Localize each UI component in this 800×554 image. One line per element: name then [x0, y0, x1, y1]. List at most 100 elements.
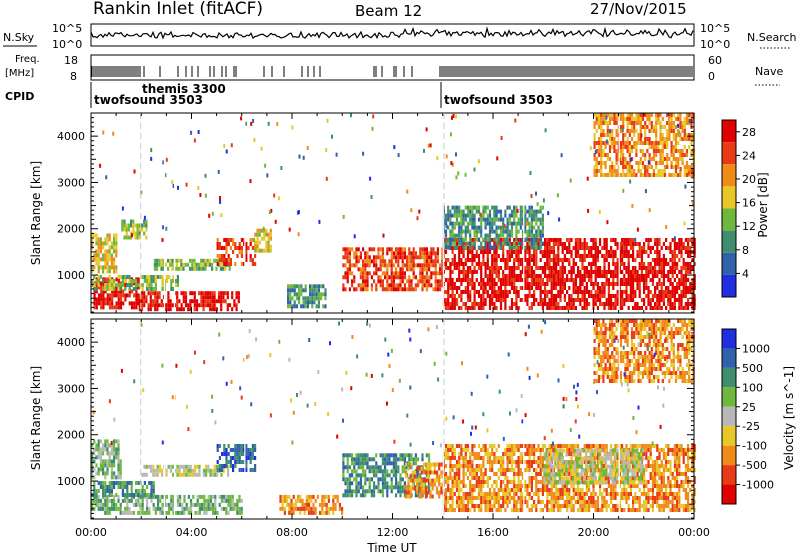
heatmap-cell [682, 242, 685, 246]
heatmap-cell [420, 466, 423, 471]
heatmap-cell [104, 249, 107, 254]
heatmap-cell [146, 283, 149, 287]
heatmap-cell [510, 242, 514, 246]
heatmap-cell [117, 467, 120, 472]
heatmap-cell [661, 137, 664, 141]
heatmap-cell [488, 209, 492, 214]
heatmap-cell [453, 225, 456, 230]
heatmap-cell [403, 461, 406, 466]
heatmap-cell [449, 302, 452, 306]
heatmap-cell [666, 129, 669, 133]
heatmap-cell [624, 173, 627, 177]
heatmap-cell [121, 219, 124, 224]
heatmap-cell [123, 227, 126, 232]
heatmap-cell [568, 286, 571, 290]
heatmap-cell [258, 248, 261, 253]
heatmap-cell [298, 154, 301, 159]
heatmap-cell [651, 278, 654, 282]
heatmap-cell [152, 468, 155, 473]
heatmap-cell [113, 443, 116, 448]
heatmap-cell [634, 278, 637, 282]
heatmap-cell [425, 283, 428, 288]
heatmap-cell [592, 246, 595, 250]
heatmap-cell [245, 246, 248, 250]
heatmap-cell [245, 460, 248, 464]
heatmap-cell [422, 470, 425, 475]
heatmap-cell [104, 257, 107, 262]
heatmap-cell [539, 221, 542, 226]
heatmap-cell [674, 165, 678, 169]
heatmap-cell [130, 223, 133, 228]
heatmap-cell [471, 238, 474, 242]
heatmap-cell [659, 161, 662, 165]
heatmap-cell [665, 290, 668, 294]
heatmap-cell [550, 294, 553, 298]
heatmap-cell [421, 271, 424, 276]
heatmap-cell [121, 489, 124, 493]
heatmap-cell [608, 137, 612, 141]
heatmap-cell [535, 298, 538, 302]
heatmap-cell [528, 225, 531, 230]
heatmap-cell [362, 493, 365, 498]
heatmap-cell [91, 241, 94, 246]
heatmap-cell [684, 246, 687, 250]
heatmap-cell [528, 209, 531, 214]
heatmap-cell [132, 279, 135, 283]
y-tick-label: 4000 [57, 130, 85, 143]
heatmap-cell [561, 290, 564, 294]
heatmap-cell [495, 266, 498, 270]
heatmap-cell [181, 502, 184, 507]
heatmap-cell [643, 262, 646, 266]
heatmap-cell [106, 253, 109, 258]
heatmap-cell [656, 306, 659, 310]
heatmap-cell [650, 129, 653, 133]
heatmap-cell [530, 237, 533, 242]
heatmap-cell [115, 455, 118, 460]
heatmap-cell [482, 278, 485, 282]
heatmap-cell [486, 262, 489, 266]
heatmap-cell [100, 297, 103, 302]
heatmap-cell [184, 291, 188, 296]
heatmap-cell [302, 155, 305, 160]
heatmap-cell [657, 149, 660, 153]
heatmap-cell [672, 173, 675, 177]
heatmap-cell [115, 245, 118, 250]
heatmap-cell [656, 286, 659, 290]
heatmap-cell [113, 498, 116, 503]
heatmap-cell [113, 233, 116, 238]
heatmap-cell [685, 137, 689, 141]
heatmap-cell [482, 282, 485, 286]
heatmap-cell [135, 481, 138, 485]
heatmap-cell [436, 271, 439, 276]
heatmap-cell [401, 287, 404, 292]
heatmap-cell [390, 267, 393, 272]
heatmap-cell [399, 267, 402, 272]
heatmap-cell [693, 294, 696, 298]
heatmap-cell [366, 255, 369, 260]
heatmap-cell [533, 274, 536, 278]
heatmap-cell [97, 269, 100, 274]
heatmap-cell [108, 506, 111, 511]
heatmap-cell [293, 304, 296, 309]
heatmap-cell [670, 165, 673, 169]
heatmap-cell [447, 241, 450, 246]
heatmap-cell [477, 209, 481, 214]
heatmap-cell [386, 493, 389, 498]
heatmap-cell [104, 498, 107, 503]
heatmap-cell [678, 298, 681, 302]
heatmap-cell [548, 254, 551, 258]
heatmap-cell [342, 465, 345, 470]
heatmap-cell [550, 286, 553, 290]
heatmap-cell [528, 246, 531, 250]
heatmap-cell [405, 462, 408, 467]
heatmap-cell [502, 225, 505, 230]
heatmap-cell [541, 254, 544, 258]
heatmap-cell [515, 306, 518, 310]
heatmap-cell [384, 485, 387, 490]
heatmap-cell [390, 279, 393, 284]
heatmap-cell [519, 217, 522, 222]
heatmap-cell [334, 494, 337, 499]
heatmap-cell [249, 179, 252, 184]
heatmap-cell [486, 282, 489, 286]
heatmap-cell [623, 298, 626, 302]
